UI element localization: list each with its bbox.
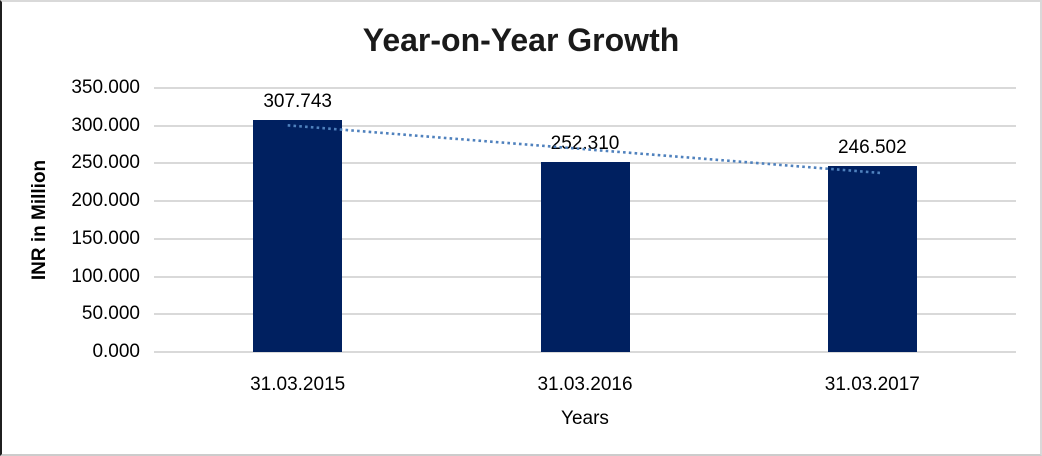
- y-tick-label: 250.000: [71, 152, 140, 174]
- y-tick-label: 100.000: [71, 265, 140, 287]
- y-tick-label: 300.000: [71, 114, 140, 136]
- y-tick-label: 350.000: [71, 77, 140, 98]
- chart-title: Year-on-Year Growth: [362, 22, 680, 58]
- x-tick-label: 31.03.2015: [250, 374, 346, 395]
- y-tick-label: 0.000: [92, 341, 140, 362]
- bar: [827, 166, 917, 352]
- bar: [253, 119, 343, 352]
- bar: [540, 161, 630, 352]
- x-tick-label: 31.03.2016: [537, 374, 633, 395]
- x-axis-title: Years: [561, 408, 609, 429]
- y-tick-label: 150.000: [71, 227, 140, 249]
- y-tick-label: 50.000: [81, 303, 140, 325]
- y-tick-label: 200.000: [71, 190, 140, 212]
- gridline: [154, 351, 1016, 353]
- x-tick-label: 31.03.2017: [824, 374, 920, 395]
- bar-value-label: 252.310: [550, 132, 620, 154]
- bar-value-label: 307.743: [263, 90, 332, 112]
- y-axis-title: INR in Million: [29, 159, 50, 281]
- gridline: [154, 87, 1016, 89]
- bar-value-label: 246.502: [837, 137, 907, 159]
